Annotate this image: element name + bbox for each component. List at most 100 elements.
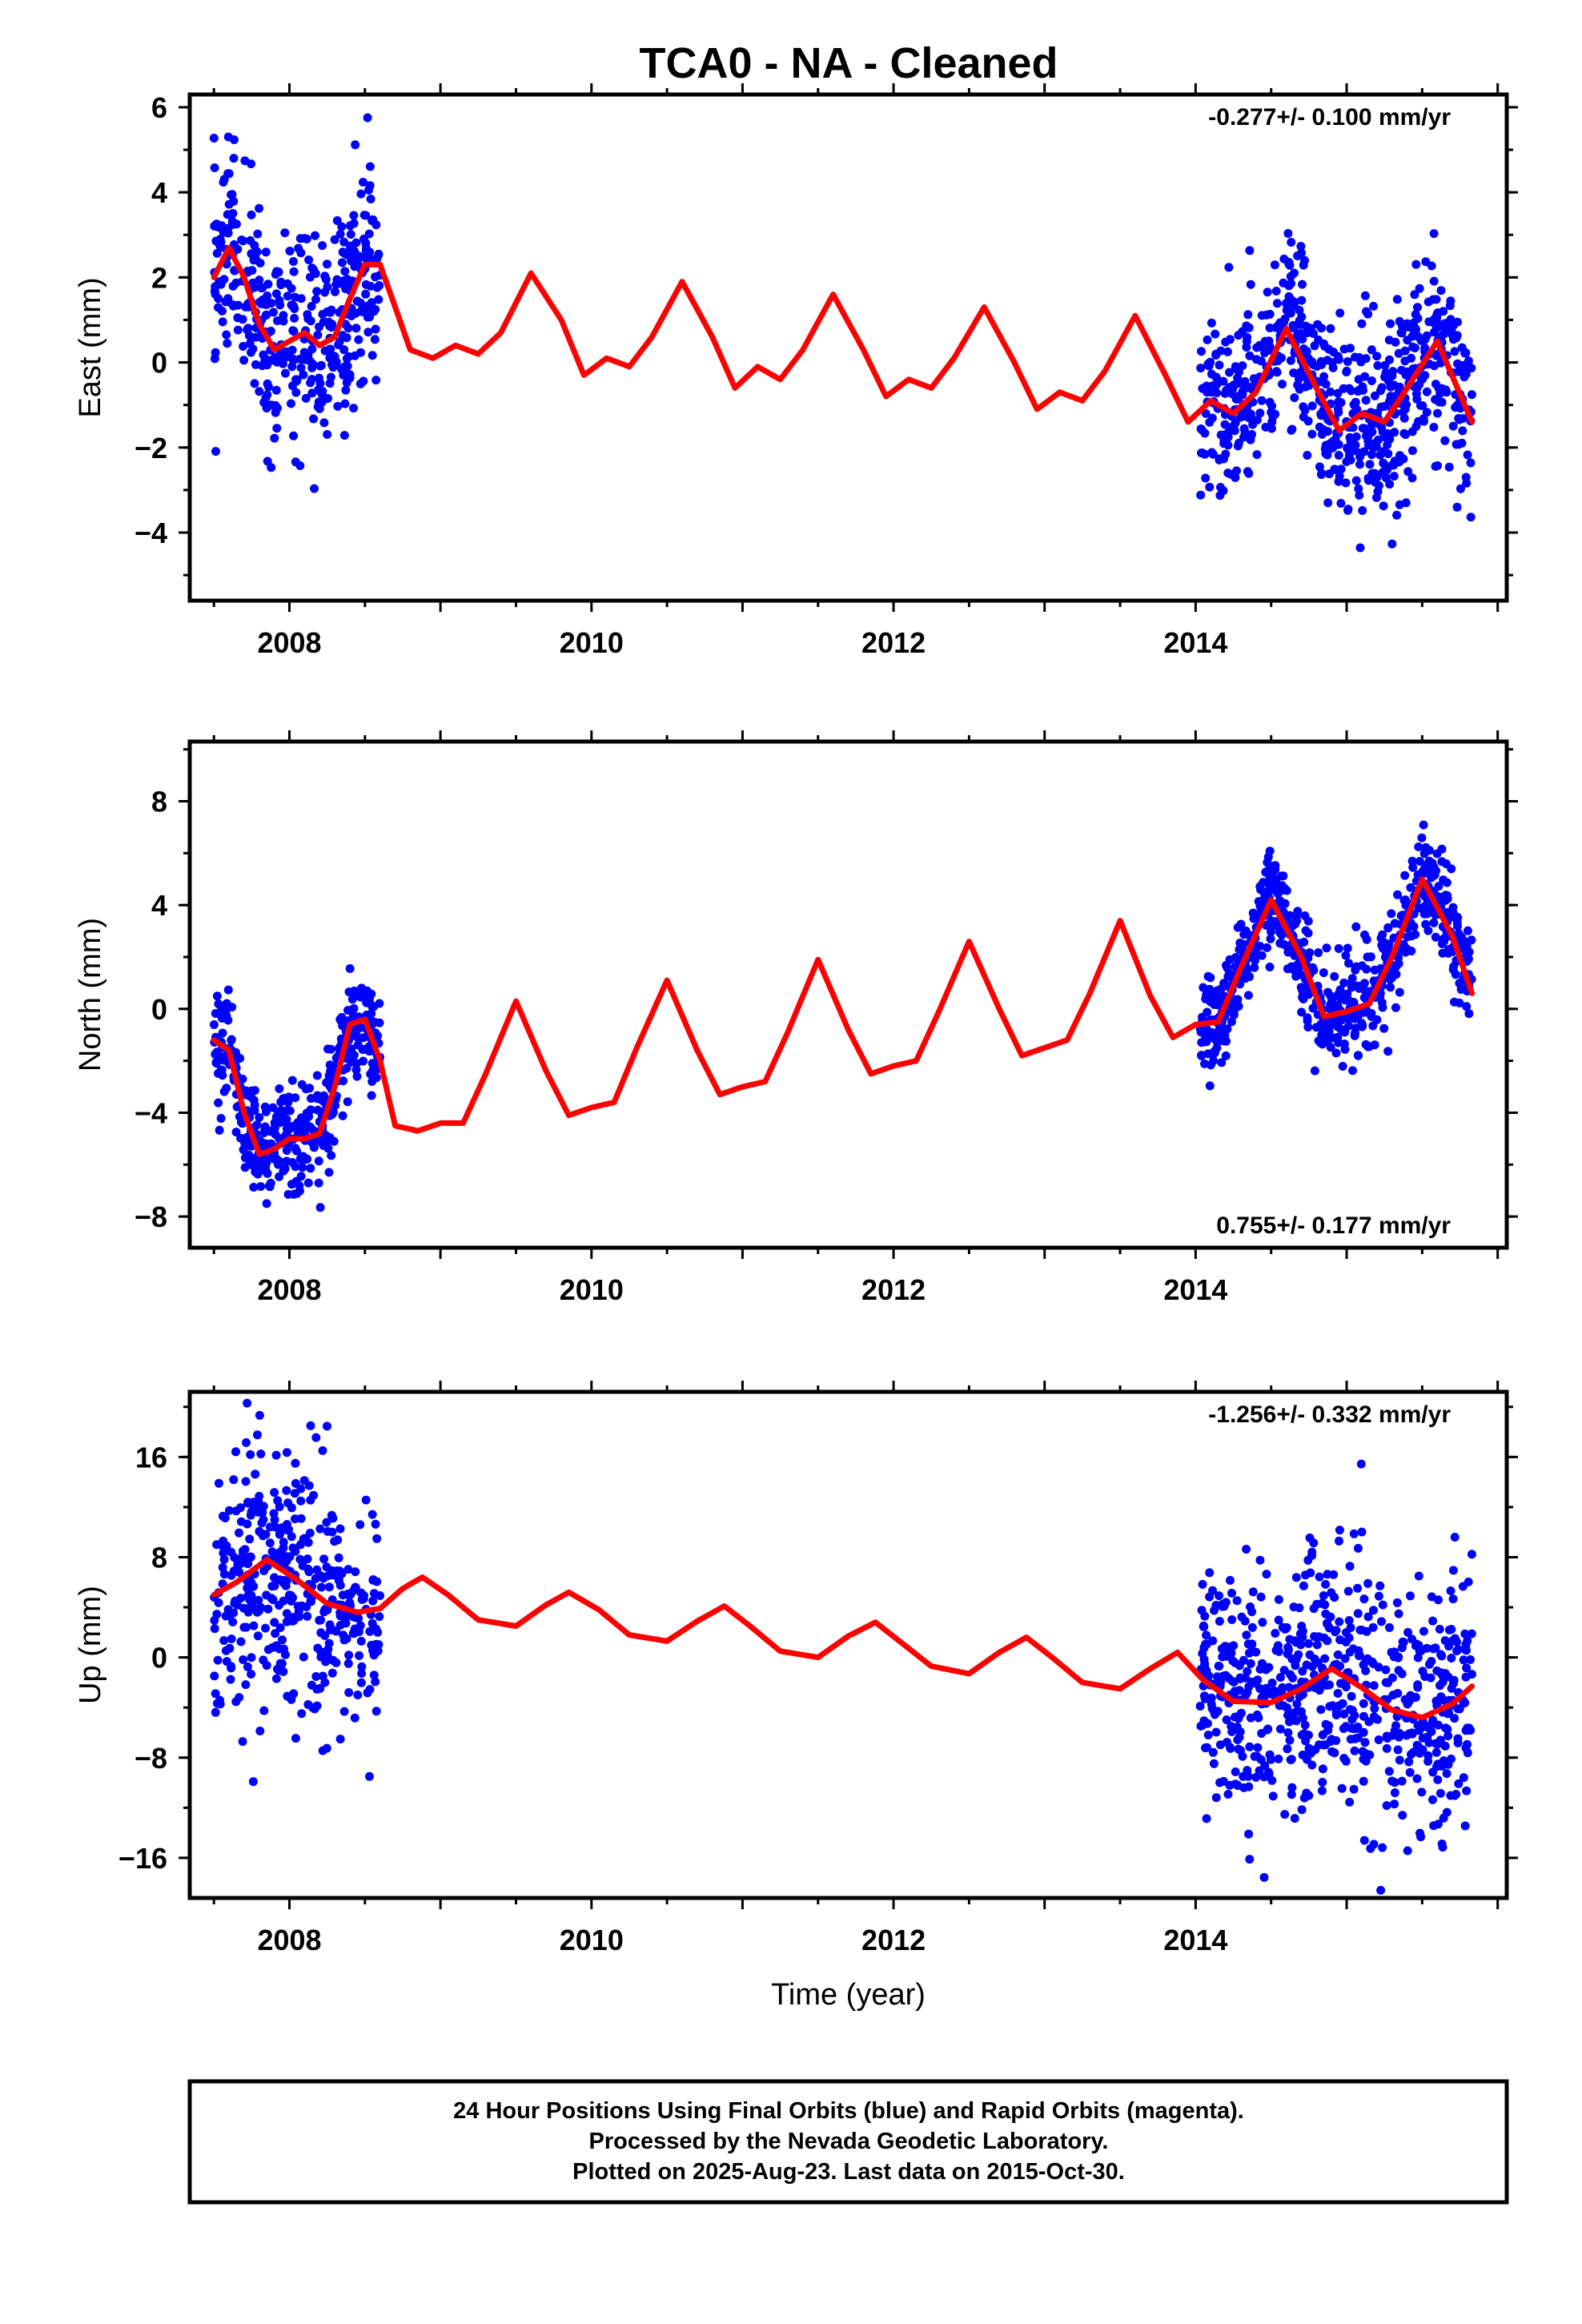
data-point — [1240, 1616, 1250, 1626]
data-point — [1378, 1600, 1387, 1610]
data-point — [259, 1655, 268, 1665]
data-point — [1322, 943, 1331, 953]
data-point — [1301, 926, 1311, 935]
data-point — [349, 211, 359, 220]
data-point — [373, 1647, 383, 1655]
data-point — [239, 1655, 248, 1664]
x-tick-label: 2010 — [560, 1273, 624, 1306]
data-point — [1263, 1767, 1273, 1777]
data-point — [287, 300, 296, 310]
data-point — [1437, 1839, 1447, 1848]
data-point — [1254, 1713, 1263, 1723]
data-point — [1245, 1742, 1255, 1751]
data-point — [262, 1199, 271, 1208]
data-point — [1429, 918, 1439, 927]
data-point — [1349, 1529, 1359, 1538]
data-point — [1447, 1654, 1456, 1663]
data-point — [362, 998, 371, 1007]
data-point — [275, 1084, 284, 1093]
data-point — [283, 1498, 293, 1508]
y-tick-label: −2 — [135, 432, 167, 464]
data-point — [345, 964, 355, 973]
data-point — [1291, 1573, 1301, 1582]
data-point — [1448, 903, 1458, 912]
data-point — [1366, 1844, 1375, 1853]
data-point — [1196, 490, 1206, 500]
data-point — [1205, 1081, 1215, 1091]
data-point — [345, 221, 355, 231]
data-point — [1452, 331, 1462, 340]
data-point — [303, 1611, 312, 1621]
data-point — [306, 378, 315, 388]
data-point — [1243, 310, 1253, 320]
data-point — [331, 287, 339, 296]
data-point — [1283, 964, 1292, 974]
data-point — [1326, 999, 1335, 1009]
data-point — [259, 1128, 269, 1137]
data-point — [1436, 1668, 1446, 1678]
data-point — [1284, 259, 1294, 268]
data-point — [242, 1622, 251, 1632]
data-point — [1422, 408, 1431, 417]
data-point — [1221, 1051, 1231, 1060]
data-point — [309, 414, 319, 424]
data-point — [247, 1590, 256, 1600]
data-point — [271, 289, 281, 299]
data-point — [1310, 341, 1319, 351]
data-point — [1203, 1743, 1211, 1752]
data-point — [1407, 473, 1417, 483]
data-point — [335, 1524, 345, 1534]
data-point — [1291, 971, 1301, 981]
data-point — [1293, 251, 1303, 260]
data-point — [1399, 895, 1409, 905]
data-point — [271, 1674, 281, 1683]
data-point — [1342, 457, 1351, 466]
data-point — [1393, 1745, 1403, 1755]
data-point — [359, 1044, 369, 1054]
data-point — [1286, 1755, 1295, 1764]
data-point — [1439, 875, 1448, 885]
data-point — [299, 348, 309, 357]
data-point — [1432, 849, 1442, 858]
data-point — [233, 325, 243, 335]
data-point — [301, 393, 311, 403]
data-point — [1415, 283, 1424, 293]
data-point — [1463, 951, 1472, 961]
data-point — [287, 1180, 296, 1189]
data-point — [290, 1489, 299, 1498]
data-point — [331, 1658, 341, 1667]
data-point — [1326, 387, 1335, 396]
data-point — [1244, 1829, 1254, 1839]
data-point — [346, 230, 355, 239]
data-point — [283, 1190, 293, 1199]
data-point — [1287, 1783, 1297, 1792]
data-point — [282, 1156, 291, 1166]
data-point — [227, 1570, 236, 1580]
data-point — [247, 1670, 256, 1679]
data-point — [256, 1449, 266, 1458]
data-point — [359, 253, 369, 262]
data-point — [1336, 398, 1346, 408]
data-point — [1408, 342, 1418, 352]
data-point — [270, 1124, 279, 1133]
data-point — [1304, 1638, 1313, 1648]
data-point — [1261, 422, 1271, 432]
data-point — [1384, 336, 1394, 345]
data-point — [1435, 1788, 1445, 1798]
data-point — [1343, 1586, 1353, 1596]
data-point — [1256, 356, 1266, 366]
data-point — [242, 1437, 251, 1447]
data-point — [368, 1596, 378, 1606]
data-point — [1201, 408, 1211, 418]
data-point — [1358, 1747, 1367, 1756]
data-point — [1299, 344, 1308, 353]
data-point — [309, 265, 319, 275]
y-tick-label: −16 — [118, 1842, 167, 1875]
data-point — [1421, 919, 1431, 929]
data-point — [280, 1650, 290, 1659]
data-point — [315, 373, 323, 383]
data-point — [1253, 1675, 1263, 1685]
data-point — [1249, 374, 1259, 384]
data-point — [1358, 424, 1367, 433]
y-axis-label: East (mm) — [74, 277, 107, 417]
